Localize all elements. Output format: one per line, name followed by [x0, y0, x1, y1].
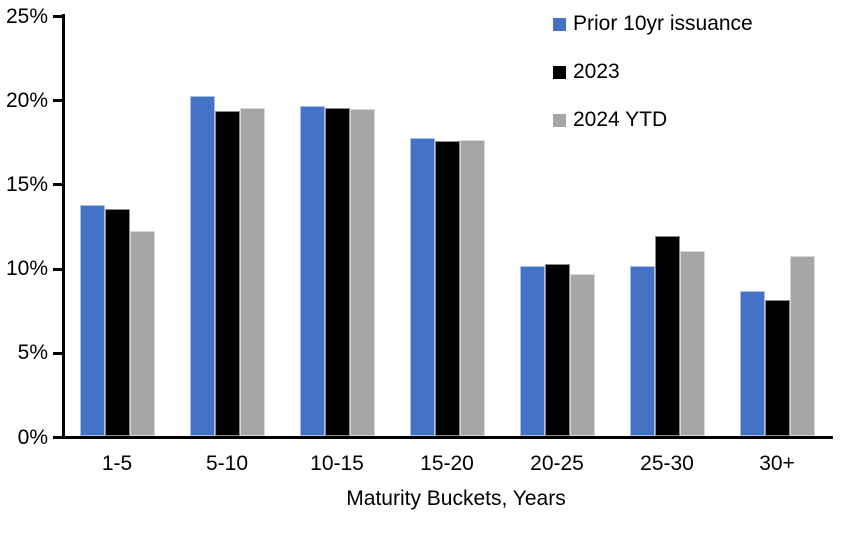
y-tick	[53, 351, 63, 355]
bar	[739, 291, 765, 436]
legend-label-2024-ytd: 2024 YTD	[573, 108, 668, 131]
x-tick-label: 5-10	[205, 452, 249, 475]
y-tick-label: 15%	[5, 172, 48, 196]
legend-item-2024-ytd: 2024 YTD	[553, 96, 753, 144]
bar	[629, 265, 655, 436]
bar	[544, 264, 570, 436]
x-axis-title: Maturity Buckets, Years	[346, 487, 566, 510]
y-tick-label: 20%	[5, 88, 48, 112]
y-tick-label: 10%	[5, 257, 48, 281]
bar	[299, 105, 325, 436]
y-tick	[53, 436, 63, 439]
x-tick-label: 1-5	[101, 452, 133, 475]
x-tick-label: 10-15	[310, 452, 364, 475]
bar	[679, 250, 705, 436]
legend: Prior 10yr issuance 2023 2024 YTD	[553, 0, 753, 144]
y-tick	[53, 267, 63, 271]
bar	[569, 274, 595, 436]
bar	[654, 235, 680, 436]
x-axis	[61, 436, 833, 439]
x-tick-label: 15-20	[420, 452, 474, 475]
bar	[214, 110, 240, 436]
legend-swatch-prior-10yr-issuance	[553, 17, 566, 31]
bar	[324, 107, 350, 436]
bar	[409, 137, 435, 436]
y-tick-label: 0%	[17, 425, 48, 449]
legend-swatch-2023	[553, 65, 566, 79]
legend-swatch-2024-ytd	[553, 113, 566, 127]
x-tick-label: 30+	[759, 452, 795, 475]
legend-item-2023: 2023	[553, 48, 753, 96]
bar	[349, 109, 375, 436]
x-tick-label: 25-30	[640, 452, 694, 475]
y-axis	[61, 14, 65, 439]
bar	[129, 230, 155, 436]
bar	[519, 265, 545, 436]
x-tick-label: 20-25	[530, 452, 584, 475]
bar	[239, 107, 265, 436]
y-tick-label: 25%	[5, 4, 48, 28]
y-tick	[53, 99, 63, 103]
legend-item-prior-10yr-issuance: Prior 10yr issuance	[553, 0, 753, 48]
bar	[189, 95, 215, 436]
bar	[79, 205, 105, 436]
bar	[459, 139, 485, 436]
y-tick	[53, 183, 63, 187]
y-tick-label: 5%	[17, 341, 48, 365]
y-tick	[53, 15, 63, 18]
legend-label-2023: 2023	[573, 60, 620, 83]
bar	[434, 141, 460, 436]
legend-label-prior-10yr-issuance: Prior 10yr issuance	[573, 12, 753, 35]
bar	[764, 299, 790, 436]
bar	[789, 255, 815, 436]
bar	[104, 208, 130, 436]
